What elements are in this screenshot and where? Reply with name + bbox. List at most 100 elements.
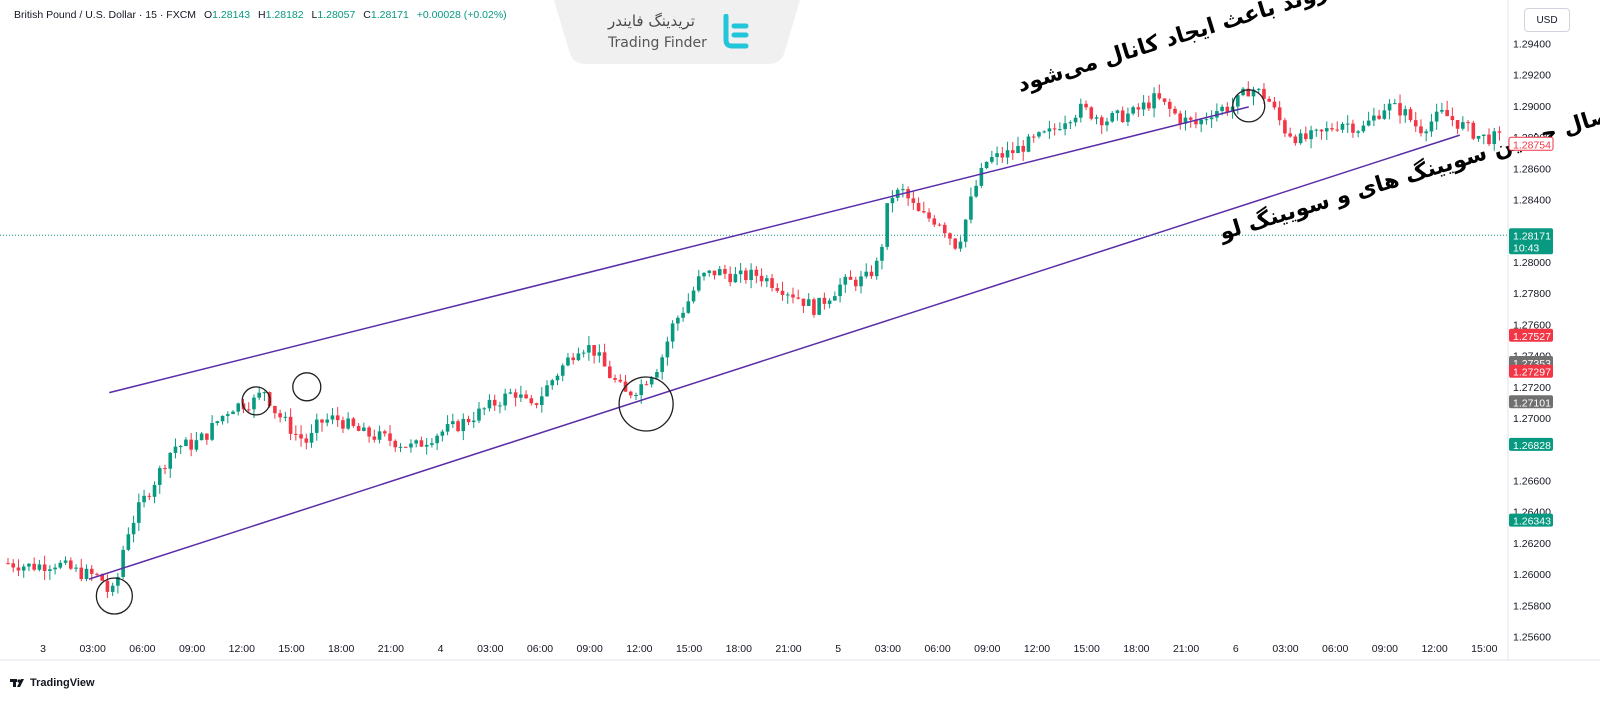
candle: [403, 446, 408, 449]
price-badge: 1.28754: [1508, 136, 1554, 151]
candle-body: [1147, 102, 1151, 109]
candle: [1408, 107, 1413, 123]
candle-body: [210, 422, 214, 440]
time-tick-label: 09:00: [179, 643, 205, 655]
candle: [948, 232, 952, 246]
tradingview-logo[interactable]: TradingView: [10, 677, 95, 689]
candle: [1037, 131, 1041, 139]
candle: [1152, 87, 1156, 118]
candle-body: [1272, 101, 1277, 108]
candle-body: [1319, 129, 1324, 132]
candle-body: [314, 419, 319, 433]
candle-body: [1356, 131, 1360, 133]
candle-body: [388, 433, 392, 441]
candle-body: [529, 398, 534, 404]
candle-body: [1042, 131, 1046, 133]
candle: [74, 564, 78, 572]
candle: [84, 564, 89, 582]
candle: [168, 452, 173, 478]
candle: [806, 293, 811, 307]
candle-body: [1466, 122, 1470, 124]
candle-body: [372, 436, 377, 440]
time-tick-label: 21:00: [775, 643, 801, 655]
symbol-header: British Pound / U.S. Dollar · 15 · FXCM …: [14, 9, 512, 21]
candle-body: [1183, 117, 1188, 124]
candle-body: [592, 345, 596, 356]
candle-body: [194, 440, 199, 450]
candle-body: [1419, 126, 1423, 134]
candle-body: [969, 196, 973, 220]
candle-body: [1246, 88, 1251, 97]
candle: [498, 401, 502, 414]
time-tick-label: 12:00: [1024, 643, 1050, 655]
candle: [409, 439, 413, 453]
candle-body: [11, 563, 16, 568]
candle: [1393, 99, 1397, 105]
candle: [1073, 114, 1078, 127]
swing-point-circle: [618, 376, 674, 432]
candle: [283, 411, 288, 422]
candle-body: [644, 384, 649, 386]
candle-body: [723, 268, 727, 274]
candle: [608, 360, 612, 379]
candle: [1251, 86, 1256, 106]
candle: [414, 439, 418, 448]
candle: [817, 297, 821, 316]
candle-body: [341, 420, 345, 429]
candle-body: [1010, 150, 1015, 154]
time-tick-label: 18:00: [328, 643, 354, 655]
candle: [1209, 110, 1214, 128]
candle-body: [922, 211, 926, 213]
candle: [728, 266, 732, 287]
time-tick-label: 18:00: [1123, 643, 1149, 655]
candle-body: [534, 403, 539, 406]
candle: [184, 437, 188, 447]
candle: [744, 267, 748, 284]
candle-body: [1236, 95, 1240, 107]
candle-body: [953, 238, 958, 249]
time-tick-label: 3: [40, 643, 46, 655]
candle-body: [759, 275, 764, 282]
candle-body: [409, 443, 413, 448]
candle-body: [963, 219, 968, 242]
candle-body: [471, 420, 476, 423]
candle-body: [48, 569, 52, 571]
candle: [1298, 129, 1303, 145]
candle-body: [686, 301, 691, 313]
candle-body: [16, 567, 21, 571]
candle: [68, 557, 73, 571]
currency-button[interactable]: USD: [1524, 8, 1570, 32]
candle: [1445, 100, 1449, 117]
candle-body: [1335, 129, 1340, 131]
candle-body: [356, 425, 361, 432]
candle-body: [1340, 123, 1345, 130]
candle-body: [581, 352, 586, 354]
candle: [529, 395, 534, 406]
time-tick-label: 15:00: [676, 643, 702, 655]
candle-body: [89, 568, 94, 574]
candle-body: [220, 415, 225, 422]
candle-body: [942, 224, 947, 234]
candle: [1461, 116, 1465, 131]
candle: [1387, 99, 1392, 120]
candle-body: [974, 185, 978, 197]
candle: [859, 270, 863, 294]
candle-body: [487, 399, 492, 409]
candle-body: [1304, 133, 1308, 140]
candle-body: [1073, 117, 1078, 123]
candle: [723, 264, 727, 279]
candle: [1345, 115, 1350, 133]
candle-body: [744, 270, 748, 281]
candle-body: [1471, 122, 1476, 139]
candle: [199, 431, 204, 441]
candle: [1115, 109, 1120, 121]
time-tick-label: 06:00: [129, 643, 155, 655]
candle-body: [1398, 103, 1402, 116]
candle-body: [184, 439, 188, 447]
candle: [1016, 136, 1020, 154]
candle: [519, 385, 523, 402]
candle: [231, 410, 235, 415]
time-tick-label: 09:00: [577, 643, 603, 655]
